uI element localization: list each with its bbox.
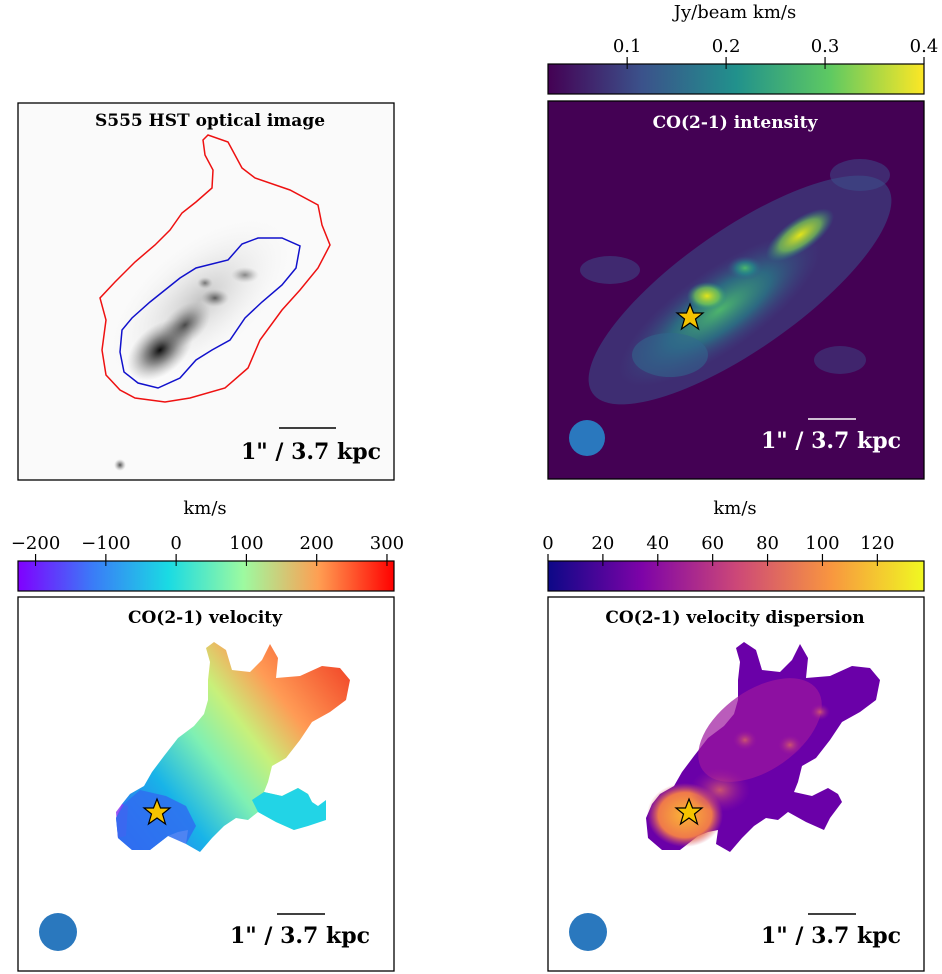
intensity-colorbar-unit: Jy/beam km/s [672, 2, 796, 23]
velocity-colorbar-ticks: −200 −100 0 100 200 300 [11, 533, 404, 566]
hst-title: S555 HST optical image [95, 111, 325, 131]
hst-outer-contour [99, 134, 331, 403]
intensity-colorbar-tick-label: 0.4 [910, 36, 939, 57]
intensity-title: CO(2-1) intensity [653, 113, 819, 133]
intensity-colorbar [547, 63, 925, 95]
intensity-scale-label: 1" / 3.7 kpc [761, 428, 901, 454]
velocity-colorbar [17, 560, 395, 592]
intensity-colorbar-ticks: 0.1 0.2 0.3 0.4 [613, 36, 938, 69]
velocity-star-marker [142, 797, 172, 826]
velocity-colorbar-tick-label: 100 [229, 533, 263, 554]
intensity-colorbar-tick-label: 0.3 [811, 36, 840, 57]
intensity-beam [569, 420, 605, 456]
dispersion-colorbar-tick-label: 120 [860, 533, 894, 554]
intensity-map [580, 159, 892, 405]
panel-intensity: CO(2-1) intensity 1" / 3.7 kpc Jy/beam k… [547, 2, 938, 480]
intensity-colorbar-tick-label: 0.2 [712, 36, 741, 57]
velocity-scale-label: 1" / 3.7 kpc [230, 923, 370, 949]
velocity-frame [17, 596, 395, 972]
dispersion-frame [547, 596, 925, 972]
hst-inner-contour [119, 237, 301, 389]
dispersion-colorbar-tick-label: 60 [701, 533, 724, 554]
dispersion-colorbar-ticks: 0 20 40 60 80 100 120 [542, 533, 895, 566]
dispersion-colorbar [547, 560, 925, 592]
hst-galaxy-image [100, 210, 300, 471]
dispersion-colorbar-unit: km/s [713, 498, 756, 519]
hst-scale-label: 1" / 3.7 kpc [241, 439, 381, 465]
velocity-title: CO(2-1) velocity [128, 608, 283, 628]
dispersion-beam [569, 913, 607, 951]
intensity-star-marker [675, 302, 705, 331]
dispersion-colorbar-tick-label: 100 [805, 533, 839, 554]
velocity-colorbar-tick-label: 0 [170, 533, 181, 554]
velocity-beam [39, 913, 77, 951]
dispersion-title: CO(2-1) velocity dispersion [605, 608, 864, 628]
velocity-colorbar-tick-label: −200 [11, 533, 60, 554]
dispersion-scale-label: 1" / 3.7 kpc [761, 923, 901, 949]
panel-dispersion: CO(2-1) velocity dispersion 1" / 3.7 kpc… [542, 498, 925, 972]
dispersion-colorbar-tick-label: 80 [756, 533, 779, 554]
panel-hst: S555 HST optical image 1" / 3.7 kpc [17, 102, 395, 481]
hst-frame [17, 102, 395, 481]
velocity-colorbar-tick-label: −100 [81, 533, 130, 554]
velocity-colorbar-tick-label: 300 [370, 533, 404, 554]
intensity-frame [547, 100, 925, 480]
intensity-colorbar-tick-label: 0.1 [613, 36, 642, 57]
dispersion-colorbar-tick-label: 20 [591, 533, 614, 554]
dispersion-colorbar-tick-label: 0 [542, 533, 553, 554]
velocity-map [116, 642, 350, 852]
panel-velocity: CO(2-1) velocity 1" / 3.7 kpc km/s −200−… [11, 498, 404, 972]
dispersion-colorbar-tick-label: 40 [646, 533, 669, 554]
velocity-colorbar-tick-label: 200 [300, 533, 334, 554]
dispersion-star-marker [674, 797, 704, 826]
velocity-colorbar-unit: km/s [183, 498, 226, 519]
